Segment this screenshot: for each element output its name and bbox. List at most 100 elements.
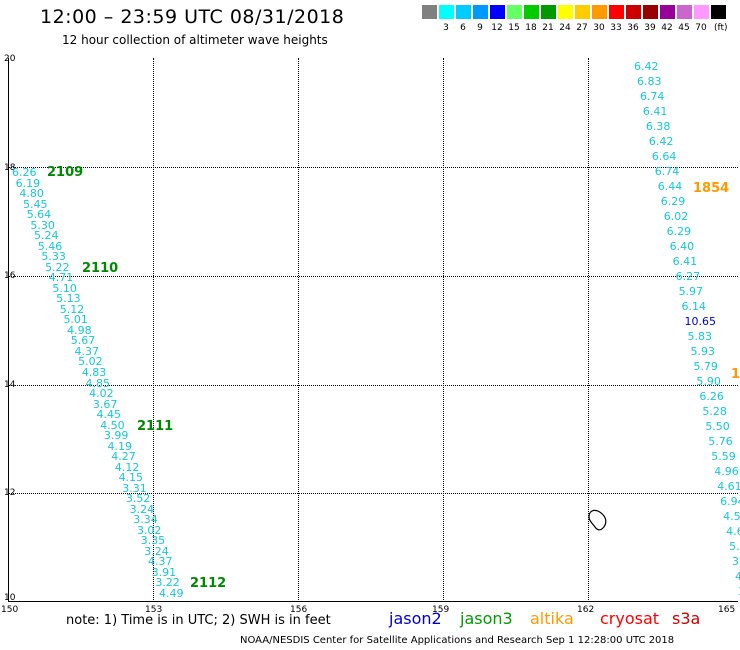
wave-height-value: 5.13 (56, 292, 81, 306)
latitude-label: 20 (4, 54, 16, 64)
pass-time-label: 2112 (190, 576, 227, 591)
wave-height-value: 4.37 (147, 555, 173, 569)
wave-height-value: 4.98 (67, 323, 92, 337)
wave-height-value: 10.65 (684, 315, 717, 328)
map-plot-area (8, 58, 738, 602)
wave-height-value: 3.99 (103, 429, 129, 443)
scale-label: 45 (678, 23, 690, 33)
satellite-cryosat: cryosat (600, 609, 660, 628)
wave-height-value: 5.10 (52, 281, 77, 295)
satellite-jason3: jason3 (460, 609, 513, 628)
wave-height-value: 6.38 (645, 120, 671, 133)
wave-height-value: 5.67 (70, 334, 96, 348)
wave-height-value: 3.24 (129, 502, 155, 516)
wave-height-value: 6.29 (660, 195, 686, 208)
wave-height-value: 6.26 (12, 166, 37, 179)
wave-height-value: 4.69 (726, 525, 740, 538)
island-outline (588, 509, 607, 531)
wave-height-value: 4.83 (81, 365, 107, 379)
wave-height-value: 5.59 (711, 450, 736, 463)
wave-height-value: 3 (738, 585, 740, 598)
wave-height-value: 3.52 (125, 492, 151, 506)
wave-height-value: 6.29 (666, 225, 692, 238)
scale-swatch (694, 5, 709, 19)
wave-height-value: 6.74 (639, 90, 665, 103)
scale-label: 33 (610, 23, 622, 33)
wave-height-value: 5.1 (729, 540, 740, 553)
note-text: note: 1) Time is in UTC; 2) SWH is in fe… (66, 613, 331, 628)
scale-unit: (ft) (714, 23, 728, 33)
scale-label: 12 (491, 23, 503, 33)
scale-label: 70 (695, 23, 707, 33)
scale-swatch (575, 5, 590, 19)
scale-label: 36 (627, 23, 639, 33)
wave-height-value: 3.67 (92, 397, 118, 411)
wave-height-value: 3.22 (155, 576, 180, 590)
scale-label: 27 (576, 23, 588, 33)
scale-swatch (558, 5, 573, 19)
scale-swatch (541, 5, 556, 19)
pass-time-label: 2110 (82, 261, 119, 276)
wave-height-value: 4.15 (118, 471, 144, 485)
credit-text: NOAA/NESDIS Center for Satellite Applica… (240, 635, 675, 646)
parallel-gridline (8, 385, 738, 386)
scale-swatch (473, 5, 488, 19)
wave-height-value: 3.31 (122, 481, 147, 495)
wave-height-value: 5.22 (45, 260, 70, 274)
wave-height-value: 4.19 (107, 439, 133, 453)
pass-time-label: 1854 (693, 181, 730, 196)
longitude-label: 153 (145, 605, 163, 615)
wave-height-value: 4.80 (19, 187, 44, 201)
wave-height-value: 5.83 (687, 330, 712, 343)
wave-height-value: 6.74 (654, 165, 680, 178)
scale-swatch (626, 5, 641, 19)
scale-label: 24 (559, 23, 571, 33)
wave-height-value: 4.85 (85, 376, 111, 390)
wave-height-value: 5.45 (23, 197, 48, 211)
longitude-label: 159 (432, 605, 450, 615)
latitude-label: 12 (4, 488, 16, 498)
satellite-s3a: s3a (672, 609, 701, 628)
pass-time-label: 2109 (47, 165, 84, 180)
wave-height-value: 6.44 (657, 180, 683, 193)
wave-height-value: 6.64 (651, 150, 677, 163)
wave-height-value: 3.02 (136, 523, 162, 537)
wave-height-value: 3.34 (133, 513, 158, 527)
wave-height-value: 5.90 (696, 375, 721, 388)
scale-swatch (490, 5, 505, 19)
wave-height-value: 6.42 (648, 135, 674, 148)
parallel-gridline (8, 276, 738, 277)
latitude-label: 14 (4, 380, 16, 390)
page-subtitle: 12 hour collection of altimeter wave hei… (62, 33, 328, 47)
wave-height-value: 6.42 (634, 60, 659, 73)
wave-height-value: 3.24 (144, 544, 169, 558)
wave-height-value: 6.41 (672, 255, 698, 268)
wave-height-value: 6.27 (675, 270, 701, 283)
wave-height-value: 6.94 (720, 495, 740, 508)
meridian-gridline (153, 58, 154, 602)
wave-height-value: 5.50 (705, 420, 730, 433)
satellite-altika: altika (530, 609, 574, 628)
satellite-jason2: jason2 (389, 609, 442, 628)
page-title: 12:00 – 23:59 UTC 08/31/2018 (40, 6, 345, 28)
wave-height-value: 4.49 (159, 587, 184, 600)
scale-label: 9 (477, 23, 483, 33)
scale-label: 42 (661, 23, 673, 33)
wave-height-value: 5.02 (78, 355, 103, 369)
wave-height-value: 3.91 (151, 565, 177, 579)
wave-height-value: 6.19 (15, 176, 41, 190)
wave-height-value: 4.02 (89, 387, 114, 401)
scale-label: 6 (460, 23, 466, 33)
longitude-label: 156 (290, 605, 308, 615)
wave-height-value: 6.41 (642, 105, 668, 118)
wave-height-value: 5.01 (63, 313, 88, 327)
scale-swatch (422, 5, 437, 19)
wave-height-value: 5.97 (678, 285, 704, 298)
wave-height-value: 6.40 (669, 240, 695, 253)
wave-height-value: 4.50 (100, 418, 125, 432)
wave-height-value: 3.6 (732, 555, 740, 568)
scale-label: 21 (542, 23, 554, 33)
longitude-label: 165 (718, 605, 736, 615)
scale-swatch (711, 5, 726, 19)
wave-height-value: 6.14 (681, 300, 707, 313)
